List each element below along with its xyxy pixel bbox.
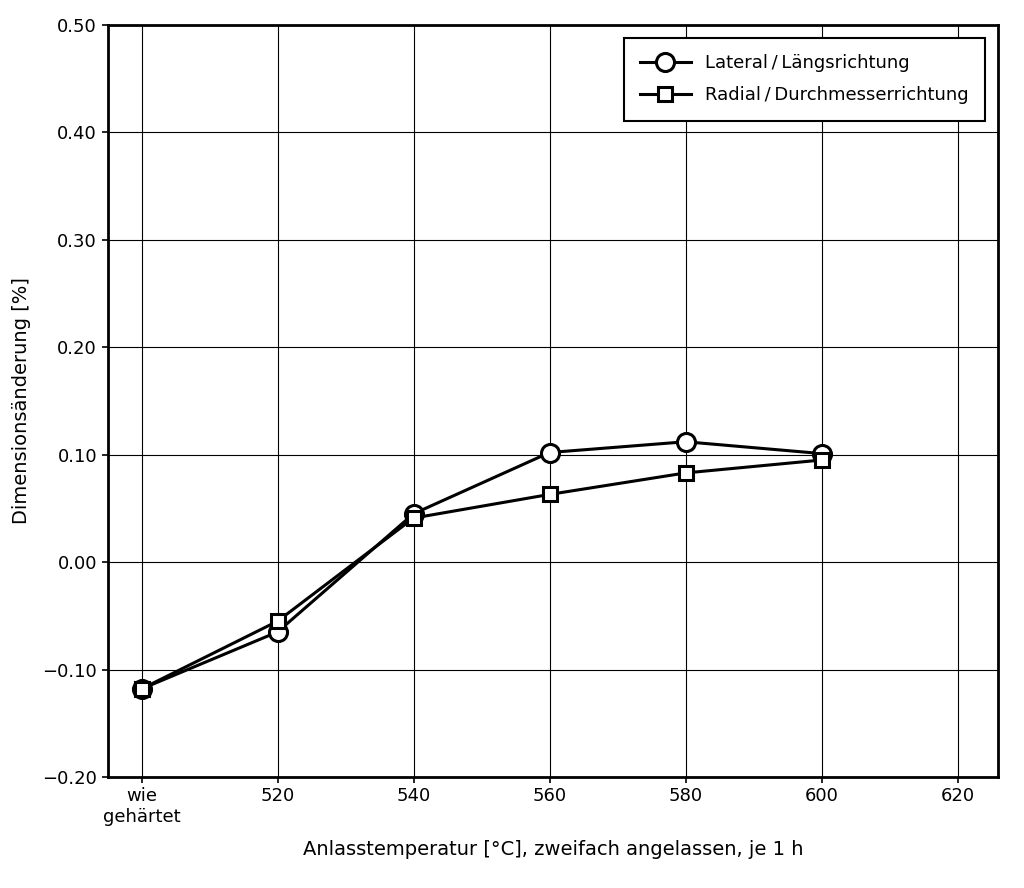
Line: Radial / Durchmesserrichtung: Radial / Durchmesserrichtung bbox=[134, 453, 828, 696]
Lateral / Längsrichtung bbox=[135, 684, 147, 694]
Radial / Durchmesserrichtung bbox=[544, 489, 556, 500]
Lateral / Längsrichtung bbox=[544, 448, 556, 458]
Radial / Durchmesserrichtung bbox=[135, 684, 147, 694]
Radial / Durchmesserrichtung bbox=[271, 616, 284, 627]
Lateral / Längsrichtung bbox=[271, 627, 284, 638]
Y-axis label: Dimensionsänderung [%]: Dimensionsänderung [%] bbox=[12, 277, 31, 525]
Lateral / Längsrichtung bbox=[815, 448, 827, 459]
Radial / Durchmesserrichtung bbox=[815, 455, 827, 465]
Lateral / Längsrichtung bbox=[680, 436, 692, 447]
Radial / Durchmesserrichtung bbox=[408, 512, 420, 523]
Line: Lateral / Längsrichtung: Lateral / Längsrichtung bbox=[132, 432, 830, 698]
Legend: Lateral / Längsrichtung, Radial / Durchmesserrichtung: Lateral / Längsrichtung, Radial / Durchm… bbox=[624, 37, 985, 121]
Radial / Durchmesserrichtung bbox=[680, 468, 692, 479]
X-axis label: Anlasstemperatur [°C], zweifach angelassen, je 1 h: Anlasstemperatur [°C], zweifach angelass… bbox=[303, 840, 803, 859]
Lateral / Längsrichtung bbox=[408, 509, 420, 519]
